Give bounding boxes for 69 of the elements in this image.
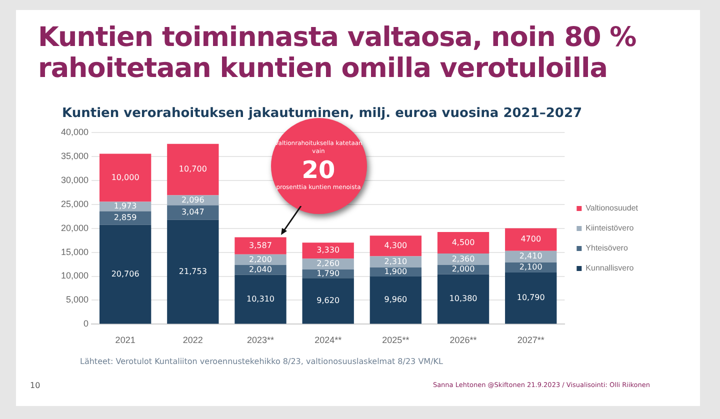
data-label: 2,000 (452, 264, 475, 274)
y-tick-label: 15,000 (60, 246, 89, 257)
bar (370, 276, 422, 324)
y-tick-label: 10,000 (60, 270, 89, 281)
text: Lähteet: Verotulot Kuntaliiton veroennustekehikko 8/23, valtionosuuslaskelmat 8/23 VM/KL (80, 357, 443, 366)
bar (505, 272, 557, 324)
data-label: 2,859 (114, 213, 137, 222)
data-label: 10,310 (246, 294, 275, 304)
bar (167, 220, 219, 324)
data-label: 10,790 (516, 293, 545, 302)
bar (234, 274, 286, 324)
data-label: 4700 (520, 234, 542, 244)
data-label: 1,900 (384, 266, 408, 276)
x-tick-label: 2027** (517, 335, 545, 346)
y-tick-label: 25,000 (60, 198, 89, 209)
bar (167, 205, 219, 220)
data-label: 10,380 (449, 294, 478, 304)
data-label: 3,047 (181, 208, 204, 217)
y-tick-label: 30,000 (60, 174, 89, 185)
x-tick-label: 2022 (182, 335, 203, 346)
y-tick-label: 5,000 (66, 294, 89, 305)
data-label: 20,706 (111, 269, 140, 278)
data-label: 4,500 (452, 238, 475, 247)
data-label: 3,330 (316, 246, 340, 255)
data-label: 10,000 (111, 172, 140, 182)
x-tick-label: 2024** (314, 335, 342, 346)
data-label: 2,310 (384, 256, 408, 266)
legend-label: Yhteisövero (586, 244, 628, 253)
bar (99, 211, 152, 225)
x-tick-label: 2026** (450, 335, 478, 346)
x-tick-label: 2021 (115, 335, 136, 346)
data-label: 1,973 (114, 202, 137, 211)
data-label: 4,300 (384, 241, 408, 250)
chart-title: Kuntien toiminnasta valtaosa, noin 80 % rahoitetaan kuntien omilla verotuloilla (38, 22, 638, 84)
data-label: 2,100 (519, 262, 542, 272)
data-label: 2,260 (316, 259, 340, 268)
data-label: 2,360 (452, 254, 475, 264)
data-label: 2,410 (519, 252, 542, 261)
bar (167, 144, 219, 196)
y-tick-label: 20,000 (60, 222, 89, 233)
data-label: 1,790 (316, 268, 340, 278)
data-label: 3,587 (249, 240, 272, 250)
chart-subtitle: Kuntien verorahoituksen jakautuminen, milj. euroa vuosina 2021–2027 (62, 106, 582, 121)
bar (505, 228, 557, 251)
bar (167, 195, 219, 206)
bar (99, 154, 152, 202)
x-tick-label: 2025** (382, 335, 410, 346)
data-label: 2,200 (249, 254, 272, 264)
legend-label: Kiinteistövero (586, 224, 634, 233)
data-label: 9,960 (384, 295, 408, 304)
bar (302, 242, 354, 259)
legend-label: Kunnallisvero (586, 264, 634, 273)
legend-label: Valtionosuudet (586, 204, 639, 213)
y-tick-label: 35,000 (60, 150, 89, 161)
bar (234, 237, 286, 254)
bar (302, 278, 354, 324)
data-label: 2,096 (181, 195, 204, 204)
y-tick-label: 0 (84, 318, 89, 329)
bar (99, 224, 152, 324)
x-tick-label: 2023** (246, 335, 275, 346)
bar (370, 236, 422, 256)
text: 10 (30, 381, 40, 390)
data-label: 21,753 (178, 266, 207, 276)
y-tick-label: 40,000 (60, 126, 89, 137)
bar (437, 274, 490, 324)
bar (437, 232, 490, 254)
data-label: 9,620 (316, 296, 340, 305)
data-label: 10,700 (178, 164, 207, 174)
data-label: 2,040 (249, 264, 272, 274)
